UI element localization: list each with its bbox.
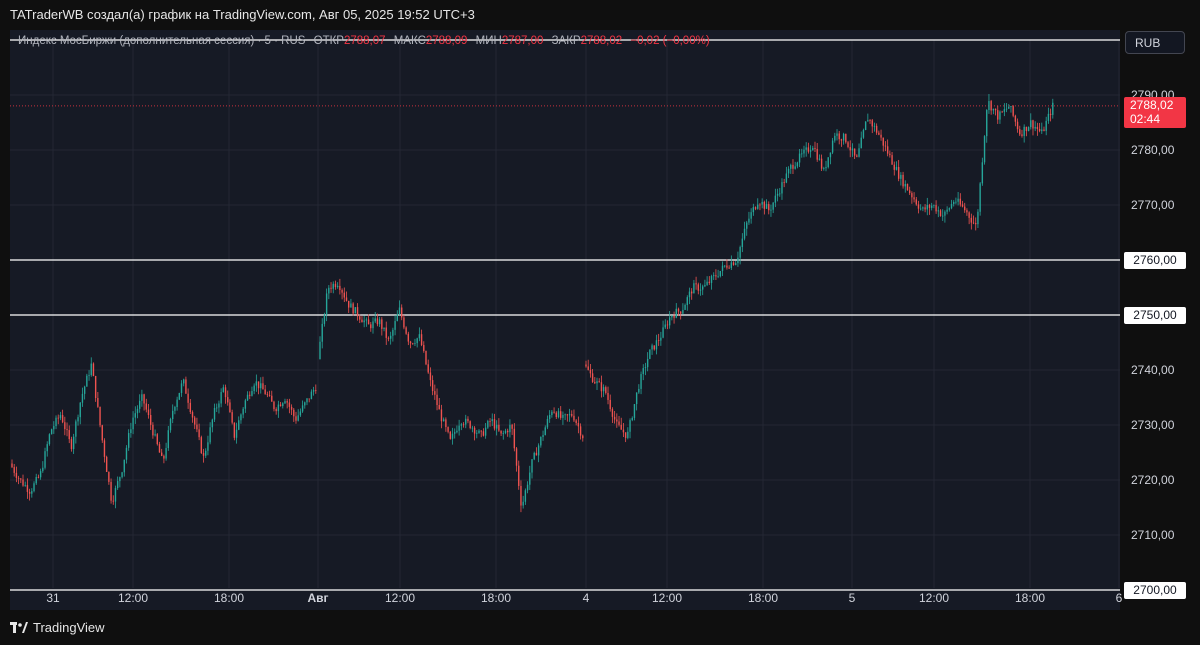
price-tick-label: 2710,00 [1131,528,1175,542]
time-tick-label: 12:00 [117,591,149,605]
footer-brand[interactable]: TradingView [10,620,105,635]
legend-high-label: МАКС [393,35,426,47]
time-tick-label: 12:00 [651,591,683,605]
time-tick-label: 4 [582,591,590,605]
level-price-label: 2700,00 [1124,582,1186,599]
price-tick-label: 2730,00 [1131,418,1175,432]
time-tick-label: Авг [307,591,329,605]
legend-change: −0,02 (−0,00%) [630,35,710,47]
time-tick-label: 18:00 [747,591,779,605]
time-tick-label: 18:00 [480,591,512,605]
price-tick-label: 2720,00 [1131,473,1175,487]
legend-low-label: МИН [475,35,502,47]
price-tick-label: 2740,00 [1131,363,1175,377]
currency-button[interactable]: RUB [1125,31,1185,54]
time-tick-label: 12:00 [918,591,950,605]
symbol-legend: Индекс МосБиржи (дополнительная сессия) … [18,35,710,47]
legend-open-value: 2788,07 [343,35,386,47]
bar-countdown: 02:44 [1130,112,1161,126]
price-tick-label: 2770,00 [1131,198,1175,212]
time-tick-label: 12:00 [384,591,416,605]
tradingview-logo-icon [10,622,28,633]
legend-low-value: 2787,00 [501,35,544,47]
last-price-label: 2788,02 02:44 [1124,97,1186,128]
price-tick-label: 2780,00 [1131,143,1175,157]
level-price-label: 2750,00 [1124,307,1186,324]
legend-symbol: Индекс МосБиржи (дополнительная сессия) … [18,35,306,47]
legend-close-label: ЗАКР [551,35,581,47]
time-tick-label: 6 [1115,591,1123,605]
page-title: TATraderWB создал(а) график на TradingVi… [10,7,475,22]
legend-high-value: 2788,09 [425,35,468,47]
time-tick-label: 18:00 [1014,591,1046,605]
chart-area[interactable] [10,30,1120,610]
time-tick-label: 31 [46,591,60,605]
level-price-label: 2760,00 [1124,252,1186,269]
time-tick-label: 5 [848,591,856,605]
footer-brand-label: TradingView [33,620,105,635]
legend-open-label: ОТКР [313,35,344,47]
last-price-value: 2788,02 [1130,98,1174,112]
legend-close-value: 2788,02 [580,35,623,47]
time-tick-label: 18:00 [213,591,245,605]
